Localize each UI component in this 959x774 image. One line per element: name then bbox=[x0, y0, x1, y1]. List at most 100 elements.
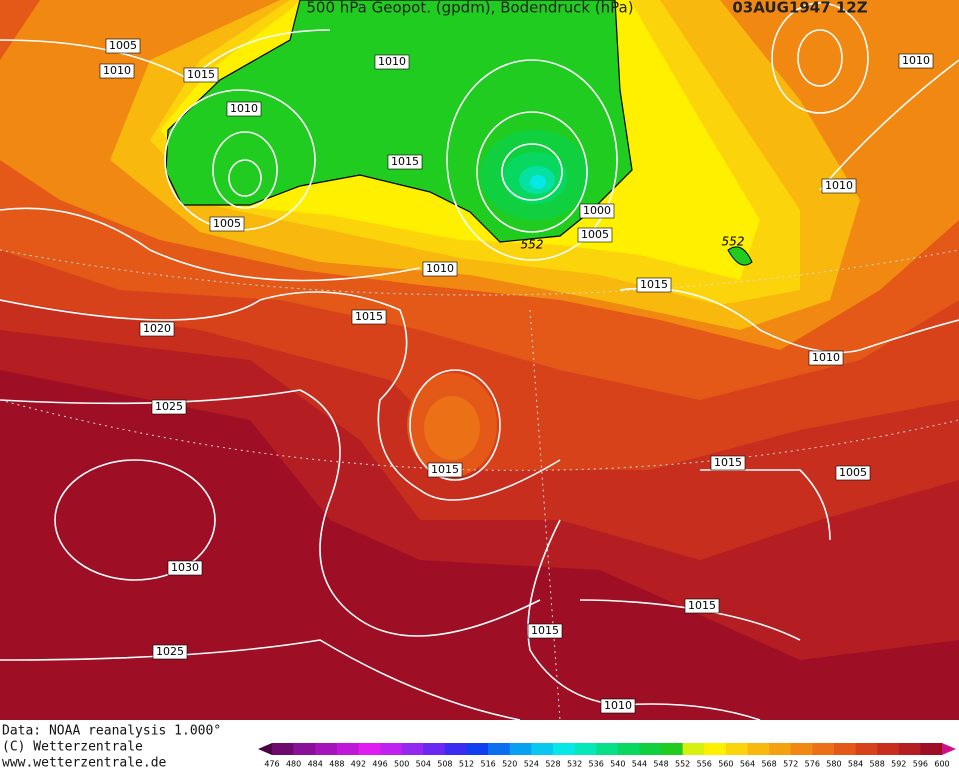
isobar-label: 1015 bbox=[714, 456, 742, 469]
isobar-label-box bbox=[821, 178, 857, 194]
colorbar-swatch bbox=[682, 743, 705, 755]
colorbar-swatch bbox=[617, 743, 640, 755]
isobar-label: 1015 bbox=[531, 624, 559, 637]
isobars bbox=[0, 2, 959, 721]
shade bbox=[424, 396, 480, 460]
geopotential-label: 552 bbox=[521, 238, 544, 252]
colorbar-swatch bbox=[423, 743, 446, 755]
colorbar-swatch bbox=[661, 743, 683, 755]
isobar-label: 1015 bbox=[431, 463, 459, 476]
isobar-labels: 1005 1010 1015 1010 1005 1010 1015 1000 1005 1010… bbox=[99, 38, 934, 714]
isobar-label-box bbox=[183, 67, 219, 83]
isobar-label: 1005 bbox=[109, 39, 137, 52]
colorbar-label: 576 bbox=[805, 760, 820, 769]
shade-green bbox=[727, 246, 753, 266]
colorbar-label: 560 bbox=[718, 760, 733, 769]
colorbar-label: 540 bbox=[610, 760, 625, 769]
colorbar-label: 508 bbox=[437, 760, 452, 769]
isobar-label: 1020 bbox=[143, 322, 171, 335]
isobar-label-box bbox=[374, 54, 410, 70]
colorbar-label: 512 bbox=[459, 760, 474, 769]
isobar-label-box bbox=[387, 154, 423, 170]
isobar-label: 1025 bbox=[155, 400, 183, 413]
colorbar-swatch bbox=[401, 743, 424, 755]
colorbar-label: 564 bbox=[740, 760, 755, 769]
colorbar-swatch bbox=[639, 743, 662, 755]
colorbar-swatch bbox=[336, 743, 359, 755]
colorbar-swatch bbox=[574, 743, 597, 755]
isobar-label: 1005 bbox=[839, 466, 867, 479]
colorbar-label: 572 bbox=[783, 760, 798, 769]
colorbar-label: 524 bbox=[524, 760, 539, 769]
isobar-label: 1030 bbox=[171, 561, 199, 574]
colorbar-label: 520 bbox=[502, 760, 517, 769]
colorbar-label: 588 bbox=[870, 760, 885, 769]
map-date: 03AUG1947 12Z bbox=[732, 0, 867, 17]
colorbar-swatch bbox=[747, 743, 770, 755]
colorbar-swatch bbox=[769, 743, 792, 755]
isobar-label: 1015 bbox=[355, 310, 383, 323]
copyright-text: (C) Wetterzentrale bbox=[2, 740, 143, 755]
isobar-label: 1010 bbox=[378, 55, 406, 68]
colorbar-label: 568 bbox=[761, 760, 776, 769]
url-text: www.wetterzentrale.de bbox=[2, 756, 167, 771]
colorbar-label: 592 bbox=[891, 760, 906, 769]
colorbar-swatch bbox=[898, 743, 921, 755]
isobar-label: 1005 bbox=[581, 228, 609, 241]
colorbar-swatch bbox=[833, 743, 856, 755]
isobar-label-box bbox=[351, 309, 387, 325]
colorbar-label: 476 bbox=[264, 760, 279, 769]
isobar-label-box bbox=[600, 698, 636, 714]
isobar-label: 1010 bbox=[103, 64, 131, 77]
colorbar-label: 600 bbox=[934, 760, 949, 769]
isobar-label-box bbox=[422, 261, 458, 277]
colorbar-swatch bbox=[315, 743, 338, 755]
colorbar-swatch bbox=[531, 743, 554, 755]
colorbar-label: 488 bbox=[329, 760, 344, 769]
colorbar-label: 492 bbox=[351, 760, 366, 769]
colorbar-swatch bbox=[704, 743, 727, 755]
isobar-label: 1010 bbox=[230, 102, 258, 115]
isobar-label: 1015 bbox=[640, 278, 668, 291]
colorbar-label: 556 bbox=[697, 760, 712, 769]
isobar-label-box bbox=[226, 101, 262, 117]
isobar-label: 1010 bbox=[426, 262, 454, 275]
isobar-label-box bbox=[898, 53, 934, 69]
colorbar-label: 496 bbox=[372, 760, 387, 769]
source-text: Data: NOAA reanalysis 1.000° bbox=[2, 724, 221, 739]
isobar-label: 1010 bbox=[902, 54, 930, 67]
colorbar-swatch bbox=[877, 743, 900, 755]
isobar-label-box bbox=[152, 644, 188, 660]
colorbar-swatch bbox=[444, 743, 467, 755]
isobar-label-box bbox=[427, 462, 463, 478]
isobar-label-box bbox=[151, 399, 187, 415]
isobar-label: 1010 bbox=[812, 351, 840, 364]
shade bbox=[530, 175, 546, 189]
colorbar-swatch bbox=[812, 743, 835, 755]
colorbar-swatch bbox=[509, 743, 532, 755]
isobar-label-box bbox=[105, 38, 141, 54]
isobar-label: 1005 bbox=[213, 217, 241, 230]
geopotential-label: 552 bbox=[722, 235, 745, 249]
isobar-label: 1010 bbox=[825, 179, 853, 192]
isobar-label: 1015 bbox=[688, 599, 716, 612]
colorbar-swatch bbox=[790, 743, 813, 755]
isobar-label-box bbox=[139, 321, 175, 337]
map-title: 500 hPa Geopot. (gpdm), Bodendruck (hPa) bbox=[306, 0, 633, 17]
colorbar-swatch bbox=[596, 743, 619, 755]
isobar-label-box bbox=[209, 216, 245, 232]
isobar-label: 1015 bbox=[391, 155, 419, 168]
colorbar-swatch bbox=[488, 743, 511, 755]
isobar-label-box bbox=[579, 203, 615, 219]
colorbar-arrow bbox=[942, 743, 956, 755]
colorbar-label: 528 bbox=[545, 760, 560, 769]
colorbar-label: 532 bbox=[567, 760, 582, 769]
isobar-label-box bbox=[835, 465, 871, 481]
graticule bbox=[0, 249, 959, 721]
colorbar-swatch bbox=[380, 743, 402, 755]
isobar-label-box bbox=[808, 350, 844, 366]
colorbar-label: 500 bbox=[394, 760, 409, 769]
isobar-label-box bbox=[527, 623, 563, 639]
isobar-label-box bbox=[577, 227, 613, 243]
